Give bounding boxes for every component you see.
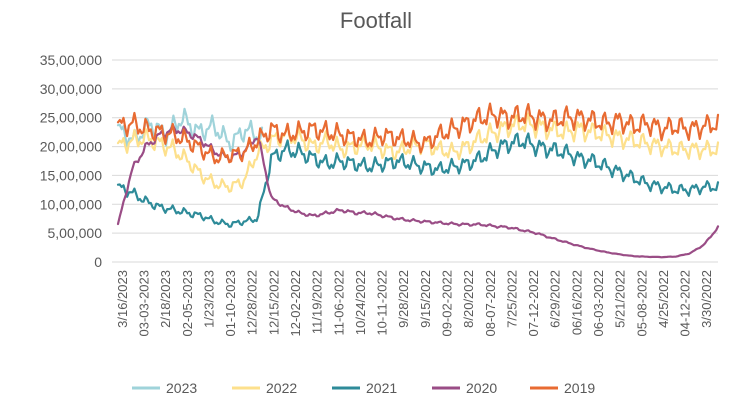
x-tick-label: 01-10-2023 [223, 270, 238, 337]
x-tick-label: 04-12-2022 [678, 270, 693, 337]
x-tick-label: 3/30/2022 [699, 270, 714, 328]
x-tick-label: 6/29/2022 [548, 270, 563, 328]
legend-label: 2023 [166, 380, 197, 396]
x-tick-label: 06-03-2022 [591, 270, 606, 337]
x-axis-tick-labels: 3/16/2023 03-03-2023 2/18/2023 02-05-2023 1/… [115, 270, 714, 337]
legend-label: 2022 [266, 380, 297, 396]
x-tick-label: 05-08-2022 [634, 270, 649, 337]
x-tick-label: 3/16/2023 [115, 270, 130, 328]
x-tick-label: 12-02-2022 [288, 270, 303, 337]
x-tick-label: 08-07-2022 [483, 270, 498, 337]
x-tick-label: 8/20/2022 [461, 270, 476, 328]
y-axis-tick-labels: 35,00,000 30,00,000 25,00,000 20,00,000 15,0… [40, 52, 103, 270]
x-tick-label: 10-11-2022 [375, 270, 390, 336]
y-tick-label: 5,00,000 [48, 225, 103, 241]
y-tick-label: 25,00,000 [40, 110, 102, 126]
series-line-2022 [116, 112, 720, 193]
y-tick-label: 30,00,000 [40, 81, 102, 97]
x-tick-label: 10/24/2022 [353, 270, 368, 335]
y-tick-label: 20,00,000 [40, 139, 102, 155]
series-line-2020 [116, 123, 720, 259]
x-tick-label: 07-12-2022 [526, 270, 541, 337]
legend: 2023 2022 2021 2020 2019 [132, 380, 595, 396]
x-tick-label: 12/28/2022 [245, 270, 260, 335]
x-tick-label: 06/16/2022 [569, 270, 584, 335]
legend-label: 2020 [466, 380, 497, 396]
y-tick-label: 10,00,000 [40, 196, 102, 212]
x-tick-label: 4/25/2022 [656, 270, 671, 328]
legend-label: 2019 [564, 380, 595, 396]
x-tick-label: 02-05-2023 [180, 270, 195, 337]
x-tick-label: 5/21/2022 [613, 270, 628, 328]
legend-label: 2021 [366, 380, 397, 396]
x-tick-label: 11/19/2022 [310, 270, 325, 334]
series-line-2023 [116, 107, 264, 152]
x-tick-label: 03-03-2023 [136, 270, 151, 337]
x-tick-label: 2/18/2023 [158, 270, 173, 328]
x-tick-label: 1/23/2023 [201, 270, 216, 328]
y-tick-label: 15,00,000 [40, 167, 102, 183]
x-tick-label: 9/15/2022 [418, 270, 433, 328]
x-tick-label: 7/25/2022 [504, 270, 519, 328]
y-tick-label: 0 [94, 254, 102, 270]
x-tick-label: 11-06-2022 [331, 270, 346, 336]
x-tick-label: 09-02-2022 [439, 270, 454, 337]
chart-title: Footfall [340, 8, 412, 33]
series-line-2019 [116, 102, 720, 165]
x-tick-label: 9/28/2022 [396, 270, 411, 328]
series-lines [116, 102, 720, 259]
y-tick-label: 35,00,000 [40, 52, 102, 68]
series-line-2021 [116, 132, 720, 228]
x-tick-label: 12/15/2022 [266, 270, 281, 335]
